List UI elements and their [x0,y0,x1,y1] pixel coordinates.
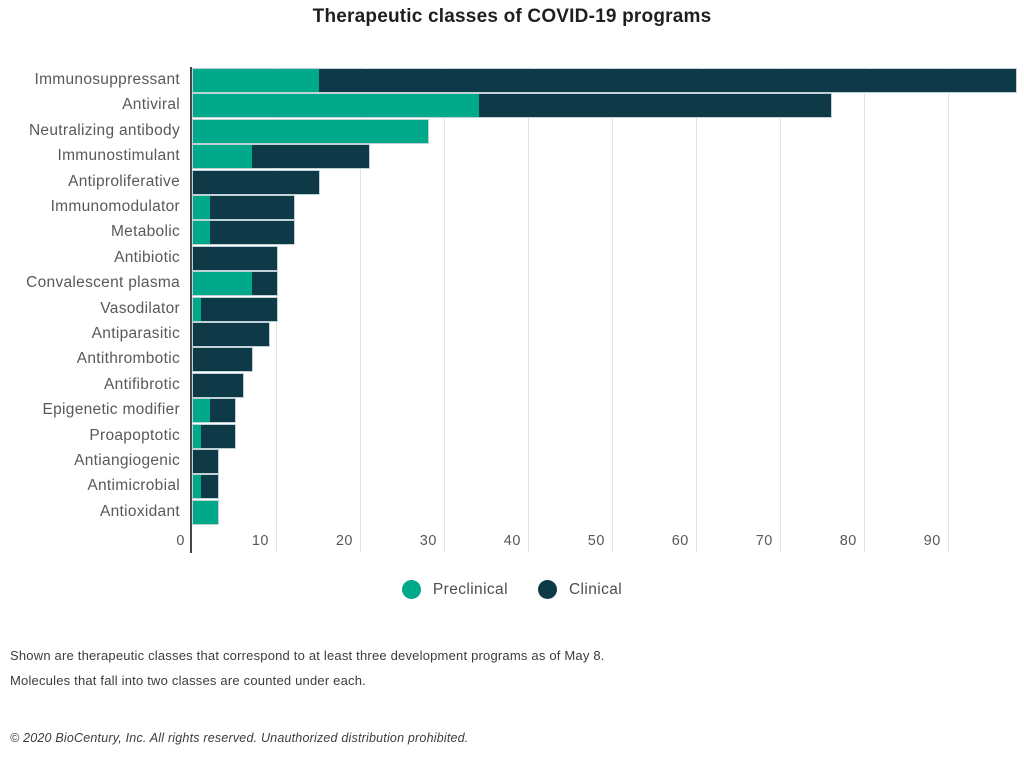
preclinical-bar-segment [193,221,210,245]
gridline-x-60 [695,67,697,552]
clinical-bar-segment [193,373,244,397]
preclinical-swatch-icon [401,580,421,599]
clinical-bar-segment [251,145,370,169]
clinical-bar-segment [318,69,1016,92]
gridline-x-70 [779,67,781,552]
bar-row [192,220,295,246]
preclinical-bar-segment [193,145,252,169]
clinical-bar-segment [201,424,235,448]
bar-row [192,372,245,398]
clinical-bar-segment [251,272,277,296]
bar-row [192,169,320,195]
bar-row [192,474,220,500]
bar-row [192,118,430,144]
category-label: Antiparasitic [91,325,180,342]
x-tick-label-90: 90 [923,533,941,549]
category-label: Antioxidant [100,502,180,520]
category-label: Convalescent plasma [26,274,180,292]
preclinical-bar-segment [193,94,479,118]
preclinical-bar-segment [193,297,202,321]
category-label: Immunosuppressant [34,71,180,88]
category-label: Antibiotic [114,248,180,266]
legend-item-clinical: Clinical [537,580,623,599]
chart-legend: Preclinical Clinical [0,580,1024,599]
category-label: Vasodilator [100,299,180,317]
category-label: Neutralizing antibody [28,121,180,139]
category-label: Antiproliferative [68,172,180,190]
bar-row [192,245,278,271]
clinical-bar-segment [209,196,294,219]
x-tick-label-0: 0 [176,533,185,549]
legend-label-clinical: Clinical [568,580,623,598]
preclinical-bar-segment [193,399,210,423]
x-tick-label-50: 50 [587,533,605,549]
gridline-x-40 [527,67,529,552]
gridline-x-30 [443,67,445,552]
bar-row [192,195,295,220]
preclinical-bar-segment [193,424,202,448]
gridline-x-80 [863,67,865,552]
x-tick-label-80: 80 [839,533,857,549]
bar-row [192,271,278,297]
x-tick-label-40: 40 [503,533,521,549]
clinical-bar-segment [193,246,277,270]
preclinical-bar-segment [193,69,319,92]
x-tick-label-70: 70 [755,533,773,549]
gridline-x-50 [611,67,613,552]
chart-plot-area: 0 10 20 30 40 50 60 70 80 90 Immunosuppressant Anti… [26,67,1017,553]
category-label: Metabolic [110,223,180,241]
category-label: Antifibrotic [104,375,180,393]
category-label: Epigenetic modifier [42,401,180,419]
legend-label-preclinical: Preclinical [432,580,508,598]
clinical-bar-segment [193,323,269,346]
category-label: Antiviral [122,96,180,114]
copyright-text: © 2020 BioCentury, Inc. All rights reser… [10,731,469,745]
bar-row [192,449,220,474]
y-axis-line [190,67,192,553]
bar-row [192,322,270,347]
category-label: Antiangiogenic [74,452,180,469]
x-tick-label-60: 60 [671,533,689,549]
clinical-bar-segment [209,399,235,423]
preclinical-bar-segment [193,272,252,296]
bar-row [192,347,253,373]
preclinical-bar-segment [193,500,219,524]
bar-row [192,93,833,119]
footnote-line-1: Shown are therapeutic classes that corre… [10,648,605,663]
clinical-bar-segment [209,221,294,245]
clinical-bar-segment [193,348,252,372]
clinical-swatch-icon [537,580,557,599]
clinical-bar-segment [193,450,219,473]
x-tick-label-30: 30 [419,533,437,549]
preclinical-bar-segment [193,196,210,219]
bar-row [192,144,371,170]
bar-row [192,296,278,322]
clinical-bar-segment [193,170,319,194]
clinical-bar-segment [201,297,277,321]
bar-row [192,398,236,424]
preclinical-bar-segment [193,475,202,499]
category-label: Antimicrobial [87,477,180,495]
category-label: Proapoptotic [89,426,180,444]
legend-item-preclinical: Preclinical [401,580,508,599]
gridline-x-20 [359,67,361,552]
bar-row [192,423,236,449]
footnote-line-2: Molecules that fall into two classes are… [10,673,366,688]
category-label: Antithrombotic [76,350,180,368]
preclinical-bar-segment [193,119,429,143]
clinical-bar-segment [478,94,832,118]
gridline-x-90 [947,67,949,552]
bar-row [192,68,1017,93]
clinical-bar-segment [201,475,219,499]
x-tick-label-10: 10 [251,533,269,549]
category-label: Immunostimulant [57,147,180,165]
chart-title: Therapeutic classes of COVID-19 programs [312,6,712,27]
category-label: Immunomodulator [50,198,180,215]
x-tick-label-20: 20 [335,533,353,549]
bar-row [192,499,220,525]
